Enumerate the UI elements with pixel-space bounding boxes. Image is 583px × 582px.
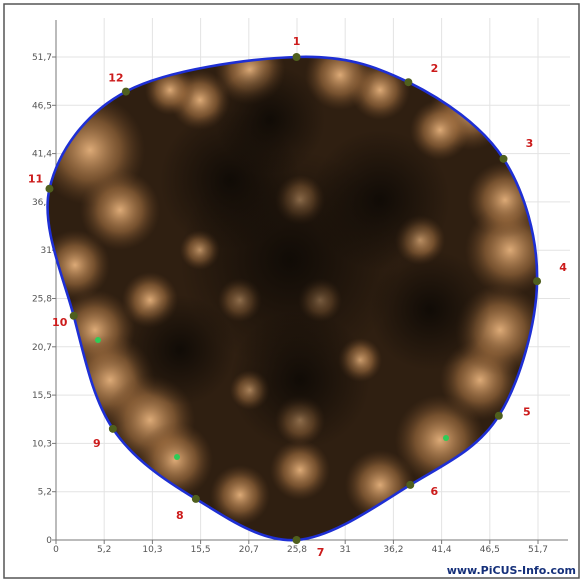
sensor-label: 7 [317, 546, 325, 559]
y-tick-label: 41,4 [32, 150, 52, 160]
x-tick-label: 46,5 [480, 545, 500, 555]
y-tick-label: 51,7 [32, 53, 52, 63]
y-tick-label: 0 [46, 536, 52, 546]
x-tick-label: 0 [53, 545, 59, 555]
sensor-marker [406, 480, 415, 489]
density-spot [210, 465, 270, 525]
decay-zone [230, 310, 370, 450]
sensor-label: 10 [52, 316, 68, 329]
sensor-label: 12 [108, 72, 123, 85]
y-tick-label: 46,5 [32, 101, 52, 111]
x-tick-label: 31 [339, 545, 350, 555]
density-spot [270, 440, 330, 500]
sensor-marker [533, 277, 542, 286]
sensor-marker [292, 53, 301, 61]
sensor-label: 5 [523, 406, 531, 419]
density-spot [410, 100, 470, 160]
sensor-label: 11 [28, 173, 43, 186]
green-dot [174, 454, 180, 460]
y-tick-label: 25,8 [32, 295, 52, 305]
watermark: www.PiCUS-Info.com [447, 564, 576, 577]
y-tick-label: 15,5 [32, 391, 52, 401]
green-dot [95, 337, 101, 343]
y-tick-label: 10,3 [32, 439, 52, 449]
y-tick-label: 31 [41, 246, 52, 256]
sensor-marker [121, 87, 130, 96]
x-tick-label: 20,7 [239, 545, 259, 555]
decay-zone [215, 65, 325, 175]
x-tick-label: 15,5 [191, 545, 211, 555]
sensor-marker [191, 494, 200, 503]
sensor-marker [69, 311, 78, 320]
sensor-label: 3 [526, 137, 534, 150]
decay-zone [310, 130, 450, 270]
sensor-label: 2 [431, 62, 439, 75]
y-tick-label: 36,2 [32, 198, 52, 208]
sensor-marker [499, 154, 508, 163]
x-tick-label: 5,2 [97, 545, 111, 555]
sensor-marker [404, 78, 413, 87]
x-tick-label: 10,3 [142, 545, 162, 555]
sensor-label: 6 [430, 485, 438, 498]
decay-zone [370, 250, 490, 370]
x-tick-label: 25,8 [287, 545, 307, 555]
sensor-label: 9 [93, 437, 101, 450]
sensor-marker [292, 536, 301, 544]
x-tick-label: 41,4 [432, 545, 452, 555]
density-spot [80, 170, 160, 250]
axes: 00 5,2 5,2 10,3 10,3 15,5 15,5 20,7 20,7 25,8 25,8… [32, 20, 568, 555]
sensor-label: 4 [559, 261, 567, 274]
sensor-label: 1 [293, 35, 301, 48]
y-tick-label: 5,2 [38, 488, 52, 498]
green-dot [443, 435, 449, 441]
y-tick-label: 20,7 [32, 343, 52, 353]
sensor-marker [108, 424, 117, 433]
sensor-marker [45, 184, 54, 193]
x-tick-label: 36,2 [383, 545, 403, 555]
sensor-marker [494, 411, 503, 420]
sensor-label: 8 [176, 509, 184, 522]
x-tick-label: 51,7 [528, 545, 548, 555]
sensor-markers [45, 53, 542, 544]
green-dots [95, 337, 449, 460]
decay-zone [125, 295, 235, 405]
